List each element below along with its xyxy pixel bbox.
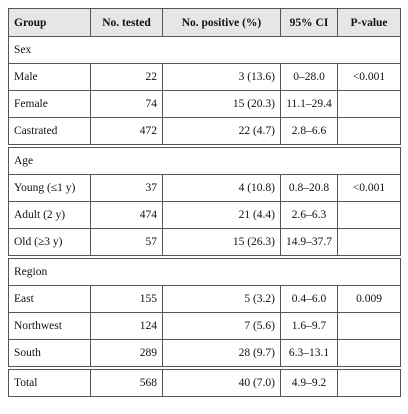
- cell: Female: [8, 90, 91, 118]
- cell: <0.001: [337, 174, 401, 202]
- cell: 6.3–13.1: [280, 339, 338, 369]
- empty-cell: [337, 366, 401, 397]
- cell: 5 (3.2): [162, 285, 281, 313]
- section-title: Region: [8, 255, 401, 286]
- cell: 2.8–6.6: [280, 117, 338, 147]
- data-row: Northwest 124 7 (5.6) 1.6–9.7: [8, 312, 401, 340]
- cell: 74: [90, 90, 163, 118]
- section-row: Age: [8, 144, 401, 175]
- data-row: Young (≤1 y) 37 4 (10.8) 0.8–20.8 <0.001: [8, 174, 401, 202]
- cell: 22 (4.7): [162, 117, 281, 147]
- section-row: Region: [8, 255, 401, 286]
- empty-cell: [337, 339, 401, 369]
- column-header: P-value: [337, 8, 401, 37]
- cell: 289: [90, 339, 163, 369]
- cell: East: [8, 285, 91, 313]
- section-title: Sex: [8, 36, 401, 64]
- header-row: Group No. tested No. positive (%) 95% CI P-v…: [8, 8, 401, 37]
- column-header: No. tested: [90, 8, 163, 37]
- cell: 2.6–6.3: [280, 201, 338, 229]
- cell: South: [8, 339, 91, 369]
- cell: 155: [90, 285, 163, 313]
- cell: 568: [90, 366, 163, 397]
- cell: 4 (10.8): [162, 174, 281, 202]
- empty-cell: [337, 90, 401, 118]
- data-row: Male 22 3 (13.6) 0–28.0 <0.001: [8, 63, 401, 91]
- section-row: Sex: [8, 36, 401, 64]
- column-header: Group: [8, 8, 91, 37]
- data-row: East 155 5 (3.2) 0.4–6.0 0.009: [8, 285, 401, 313]
- cell: 0.009: [337, 285, 401, 313]
- data-row: Castrated 472 22 (4.7) 2.8–6.6: [8, 117, 401, 147]
- cell: Adult (2 y): [8, 201, 91, 229]
- data-row: Old (≥3 y) 57 15 (26.3) 14.9–37.7: [8, 228, 401, 258]
- cell: Castrated: [8, 117, 91, 147]
- cell: 7 (5.6): [162, 312, 281, 340]
- column-header: 95% CI: [280, 8, 338, 37]
- table-body: Sex Male 22 3 (13.6) 0–28.0 <0.001 Female 74 15 …: [8, 36, 401, 397]
- column-header: No. positive (%): [162, 8, 281, 37]
- cell: 11.1–29.4: [280, 90, 338, 118]
- cell: Total: [8, 366, 91, 397]
- data-row: Total 568 40 (7.0) 4.9–9.2: [8, 366, 401, 397]
- cell: 1.6–9.7: [280, 312, 338, 340]
- empty-cell: [337, 117, 401, 147]
- cell: 124: [90, 312, 163, 340]
- data-row: South 289 28 (9.7) 6.3–13.1: [8, 339, 401, 369]
- cell: 472: [90, 117, 163, 147]
- data-table: Group No. tested No. positive (%) 95% CI P-v…: [8, 8, 401, 397]
- cell: 4.9–9.2: [280, 366, 338, 397]
- cell: 14.9–37.7: [280, 228, 338, 258]
- cell: 474: [90, 201, 163, 229]
- cell: 15 (20.3): [162, 90, 281, 118]
- cell: 15 (26.3): [162, 228, 281, 258]
- cell: 0.8–20.8: [280, 174, 338, 202]
- cell: 37: [90, 174, 163, 202]
- cell: Old (≥3 y): [8, 228, 91, 258]
- section-title: Age: [8, 144, 401, 175]
- data-row: Adult (2 y) 474 21 (4.4) 2.6–6.3: [8, 201, 401, 229]
- empty-cell: [337, 201, 401, 229]
- cell: <0.001: [337, 63, 401, 91]
- cell: 21 (4.4): [162, 201, 281, 229]
- empty-cell: [337, 228, 401, 258]
- data-row: Female 74 15 (20.3) 11.1–29.4: [8, 90, 401, 118]
- cell: Male: [8, 63, 91, 91]
- empty-cell: [337, 312, 401, 340]
- cell: 22: [90, 63, 163, 91]
- cell: 40 (7.0): [162, 366, 281, 397]
- cell: 0–28.0: [280, 63, 338, 91]
- cell: Young (≤1 y): [8, 174, 91, 202]
- cell: Northwest: [8, 312, 91, 340]
- cell: 0.4–6.0: [280, 285, 338, 313]
- cell: 57: [90, 228, 163, 258]
- cell: 28 (9.7): [162, 339, 281, 369]
- cell: 3 (13.6): [162, 63, 281, 91]
